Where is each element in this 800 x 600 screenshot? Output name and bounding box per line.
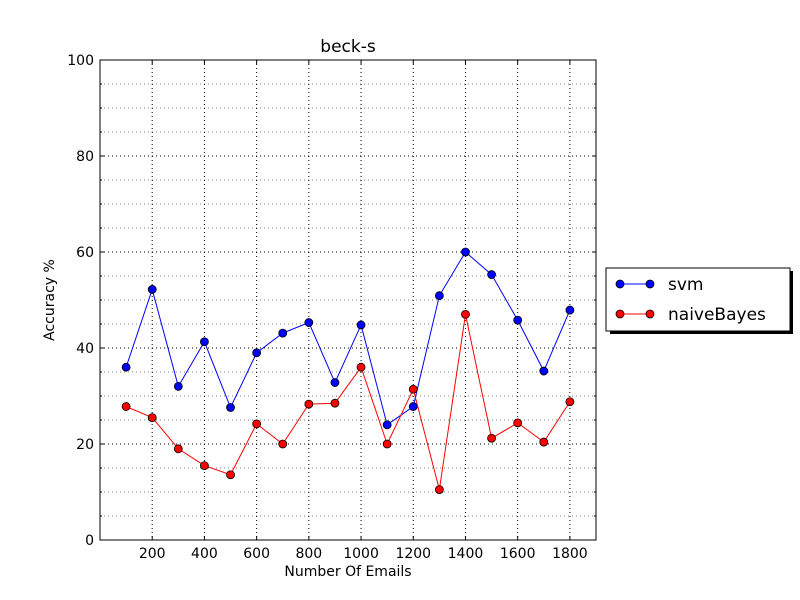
x-tick-label: 1400 [448, 546, 484, 562]
data-point-svm [434, 291, 444, 301]
data-point-svm [304, 318, 314, 327]
data-point-svm [173, 381, 183, 391]
legend-label-naiveBayes: naiveBayes [668, 305, 766, 325]
series-line-svm [125, 251, 571, 426]
data-point-svm [330, 378, 340, 387]
y-tick-label: 0 [85, 533, 94, 549]
data-point-svm [461, 247, 470, 257]
x-tick-label: 600 [243, 546, 270, 562]
data-point-naiveBayes [356, 362, 366, 372]
x-tick-label: 1600 [500, 546, 536, 562]
x-tick-label: 200 [139, 546, 166, 562]
data-point-svm [252, 348, 262, 358]
data-point-svm [278, 328, 288, 338]
data-point-naiveBayes [565, 397, 575, 407]
data-point-svm [121, 362, 131, 372]
x-tick-label: 1200 [395, 546, 431, 562]
x-tick-label: 1000 [343, 546, 379, 562]
legend-label-svm: svm [668, 275, 703, 295]
legend-box [605, 267, 791, 332]
data-point-naiveBayes [147, 413, 157, 423]
series-line-naiveBayes [125, 314, 571, 490]
data-point-naiveBayes [382, 439, 392, 449]
axis-ticks: 200 400 600 800 1000 1200 1400 1600 1800 0 20 40 60 8… [67, 53, 596, 562]
data-point-svm [539, 366, 549, 376]
x-tick-label: 400 [191, 546, 218, 562]
y-tick-label: 80 [76, 149, 94, 165]
data-point-naiveBayes [200, 461, 209, 471]
y-tick-label: 60 [76, 245, 94, 261]
x-tick-label: 800 [295, 546, 322, 562]
data-point-naiveBayes [121, 402, 131, 411]
legend-marker-naiveBayes [645, 309, 655, 319]
data-point-naiveBayes [434, 485, 444, 495]
data-point-svm [147, 285, 157, 294]
data-point-naiveBayes [252, 419, 262, 429]
y-tick-label: 40 [76, 341, 94, 357]
data-point-svm [487, 270, 496, 279]
y-tick-label: 20 [76, 437, 94, 453]
data-point-svm [565, 305, 575, 315]
data-point-svm [408, 402, 418, 411]
data-point-naiveBayes [461, 309, 470, 319]
legend-marker-svm [645, 279, 655, 289]
data-point-naiveBayes [330, 398, 340, 408]
data-point-naiveBayes [278, 439, 288, 449]
y-axis-label: Accuracy % [42, 259, 58, 341]
data-point-svm [356, 320, 366, 330]
legend: svm naiveBayes [605, 267, 793, 334]
x-tick-label: 1800 [552, 546, 588, 562]
y-tick-label: 100 [67, 53, 94, 69]
legend-marker-svm [615, 279, 625, 289]
data-point-naiveBayes [173, 444, 183, 454]
data-point-svm [200, 337, 209, 347]
data-point-naiveBayes [304, 399, 314, 409]
x-axis-label: Number Of Emails [284, 564, 411, 580]
data-point-naiveBayes [487, 433, 496, 443]
chart-title: beck-s [320, 37, 376, 57]
series-layer [121, 247, 575, 495]
data-point-svm [226, 403, 235, 412]
data-point-naiveBayes [539, 437, 549, 447]
data-point-svm [382, 420, 392, 430]
data-point-naiveBayes [226, 470, 235, 480]
data-point-naiveBayes [513, 418, 523, 428]
legend-marker-naiveBayes [615, 309, 625, 319]
data-point-svm [513, 315, 523, 325]
data-point-naiveBayes [408, 384, 418, 394]
